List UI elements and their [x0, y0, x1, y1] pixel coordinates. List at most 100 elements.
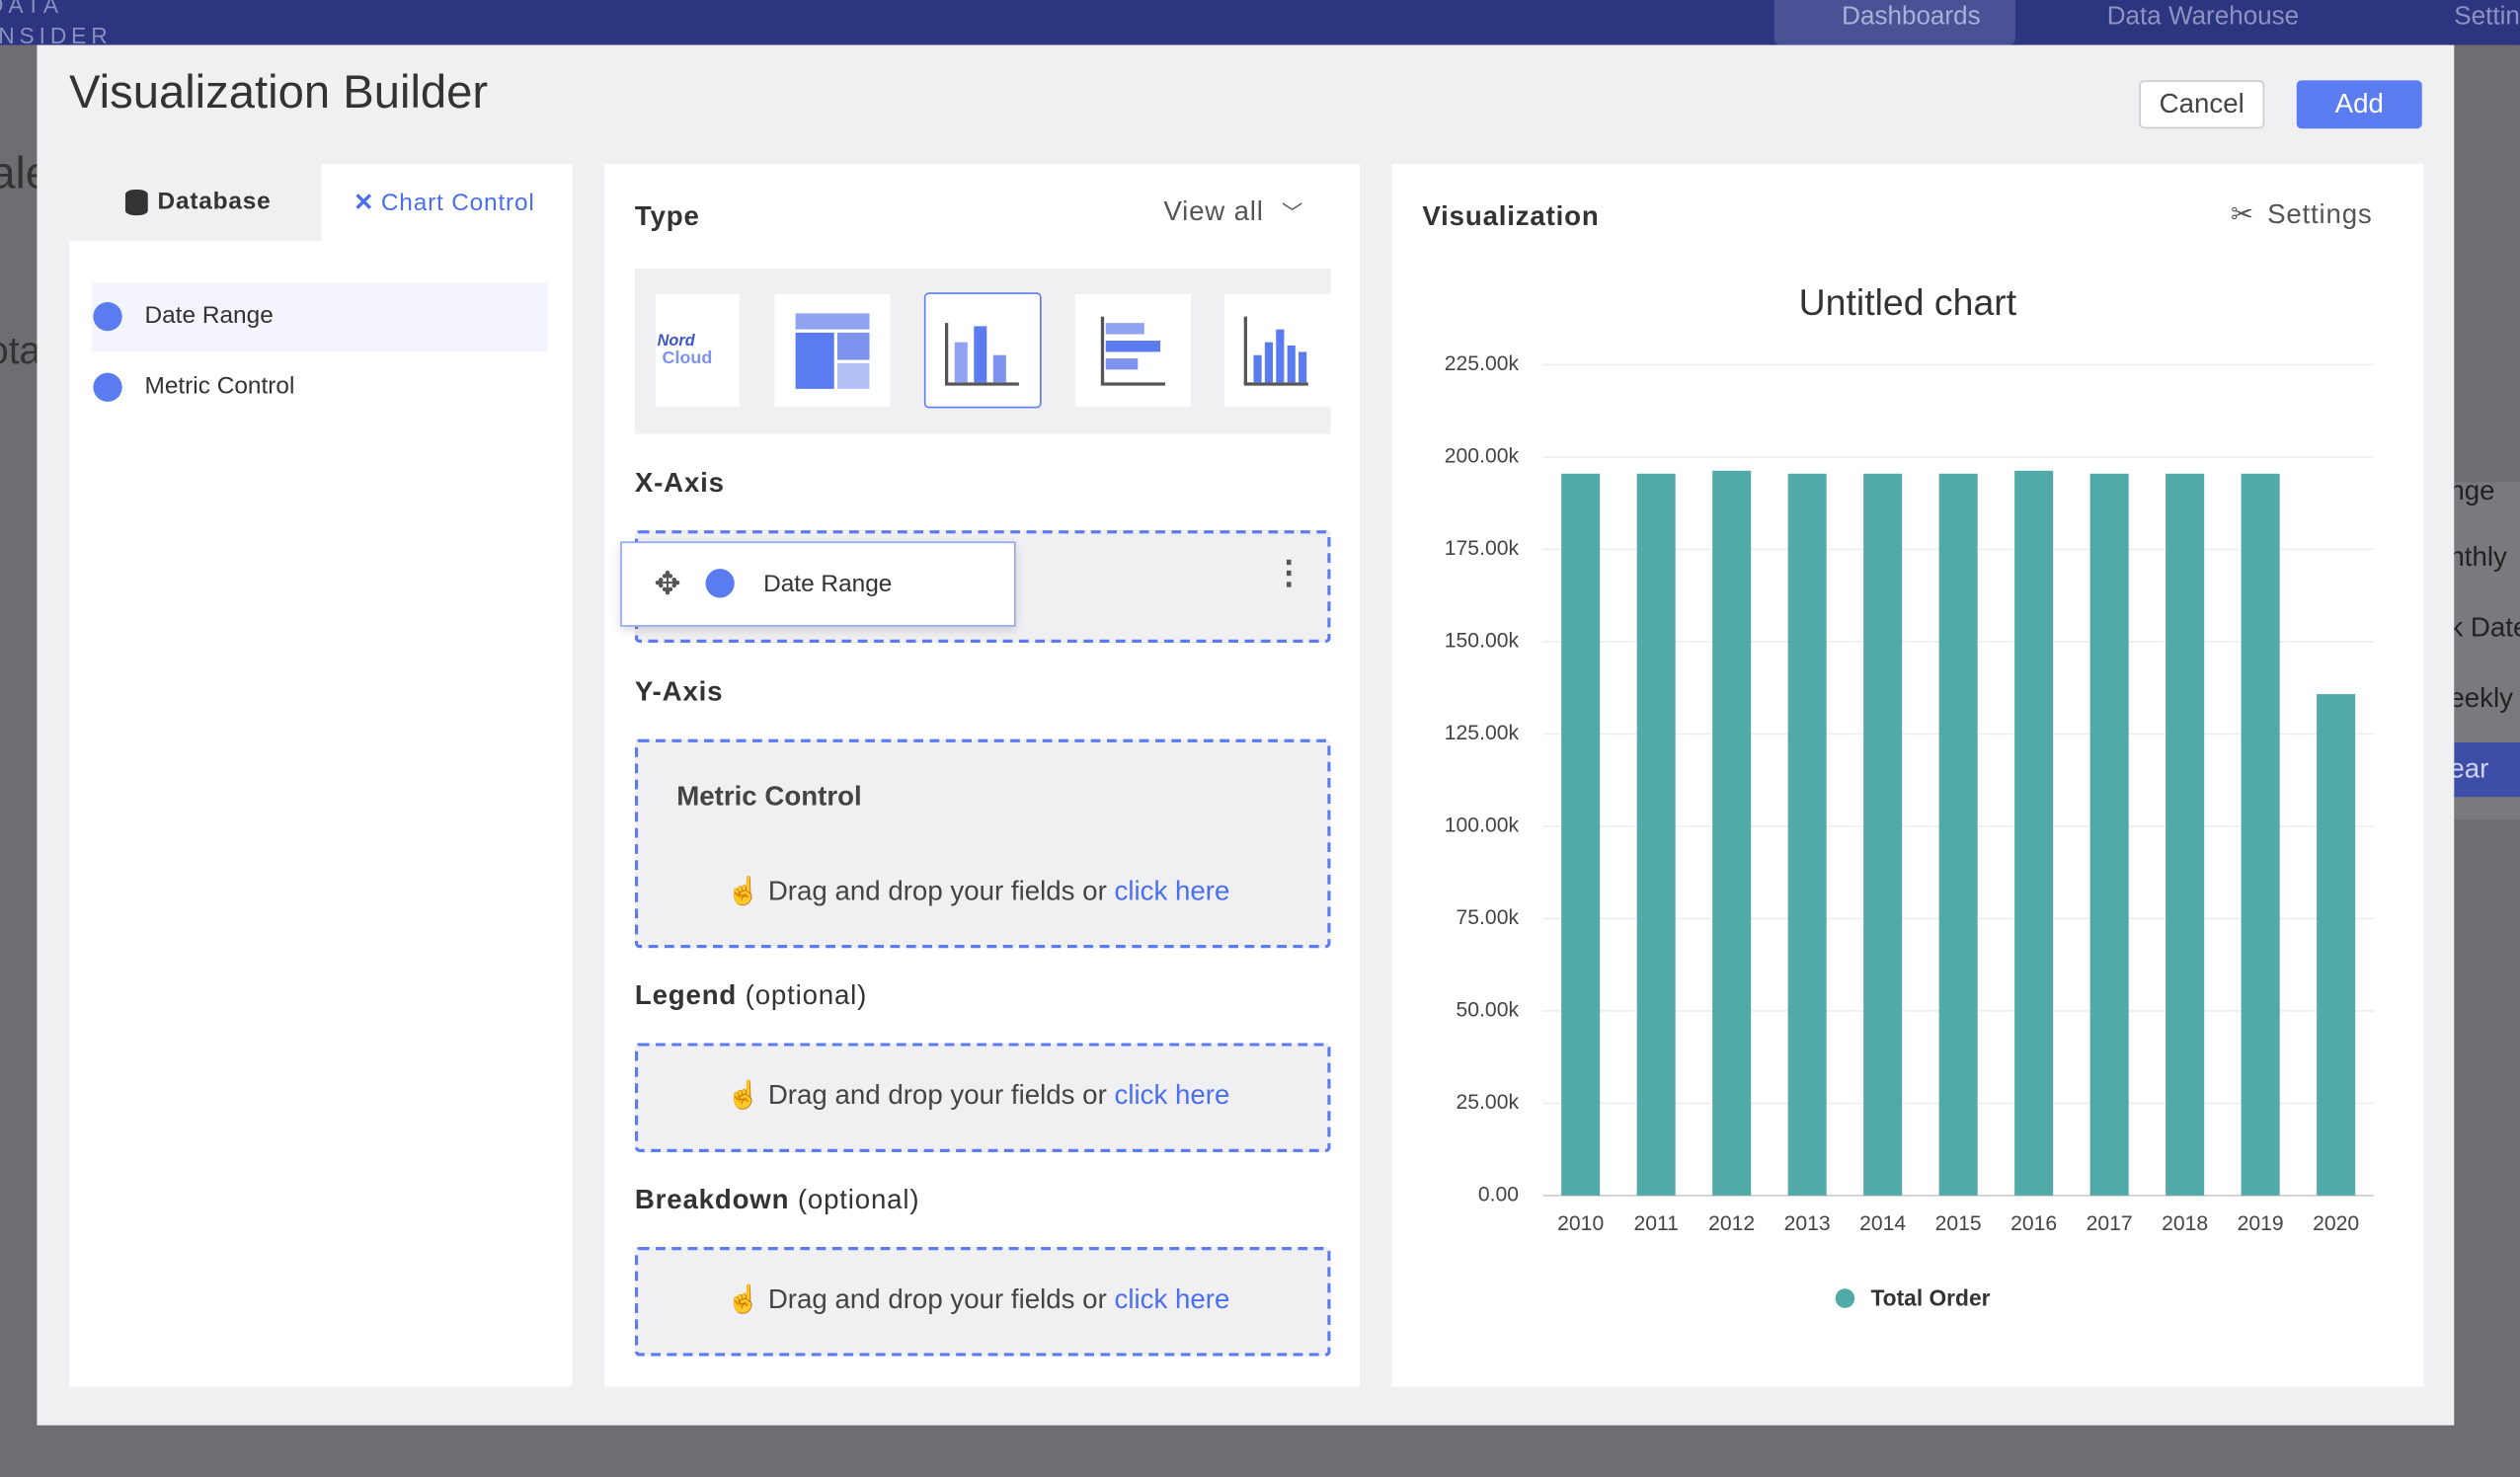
view-all-label: View all [1163, 195, 1264, 227]
bar [1561, 473, 1601, 1196]
control-row[interactable] [91, 282, 548, 352]
x-tick-label: 2018 [2162, 1212, 2208, 1235]
bar [2317, 694, 2356, 1196]
hint-text: Drag and drop your fields or [767, 876, 1107, 906]
nav-item[interactable]: Dashboards [1842, 3, 1981, 31]
x-tick-label: 2011 [1633, 1212, 1678, 1235]
legend-label: Total Order [1870, 1285, 1990, 1311]
y-tick-label: 200.00k [1445, 445, 1520, 468]
bg-text: ota [0, 329, 41, 373]
x-tick-label: 2013 [1784, 1212, 1831, 1235]
control-item[interactable]: Date Range [93, 301, 274, 332]
section-label: Legend (optional) [635, 980, 867, 1013]
tab-bg [68, 164, 322, 242]
control-item[interactable]: Metric Control [93, 373, 294, 402]
bar [1712, 470, 1752, 1196]
type-thumb[interactable] [774, 293, 891, 407]
nav-active [1773, 0, 2015, 45]
bar [1787, 473, 1827, 1196]
type-strip: Nord Cloud [634, 268, 1331, 434]
bar [2089, 473, 2129, 1196]
section-label: Visualization [1422, 200, 1600, 232]
drop-hint: ☝ Drag and drop your fields or click her… [726, 1079, 1230, 1111]
move-icon: ✥ [654, 567, 681, 603]
label-note: (optional) [745, 979, 868, 1011]
thumb-word: Cloud [662, 349, 713, 368]
view-all[interactable]: View all ﹀ [1163, 195, 1303, 227]
tab-label: Database [157, 188, 272, 216]
drop-hint: ☝ Drag and drop your fields or click her… [726, 876, 1230, 906]
x-tick-label: 2020 [2313, 1212, 2359, 1235]
hint-text: Drag and drop your fields or [767, 1283, 1107, 1315]
hint-link[interactable]: click here [1114, 876, 1230, 906]
legend-drop-zone[interactable] [634, 1043, 1331, 1152]
y-tick-label: 75.00k [1457, 906, 1520, 929]
brand: DATA INSIDER [0, 0, 113, 51]
bar [2241, 473, 2280, 1196]
field-label: Metric Control [676, 780, 862, 812]
bar [1938, 473, 1978, 1196]
label-note: (optional) [797, 1184, 920, 1215]
nav-item[interactable]: Settings [2454, 3, 2520, 31]
thumb-word: Nord [657, 332, 695, 350]
control-icon [705, 569, 735, 598]
bar [2014, 470, 2054, 1196]
tab[interactable]: Database [124, 188, 272, 216]
control-icon [93, 372, 122, 402]
bar [1636, 473, 1676, 1196]
section-label: Breakdown (optional) [635, 1185, 919, 1217]
y-tick-label: 225.00k [1445, 352, 1520, 375]
bg-text: nge [2449, 475, 2495, 506]
bg-text: nthly [2449, 541, 2507, 573]
x-tick-label: 2016 [2010, 1212, 2057, 1235]
y-tick-label: 50.00k [1457, 999, 1520, 1022]
legend-swatch [1835, 1288, 1855, 1308]
cancel-button[interactable]: Cancel [2139, 80, 2265, 129]
drop-hint: ☝ Drag and drop your fields or click her… [726, 1283, 1230, 1315]
bg-button [2454, 741, 2520, 798]
x-tick-label: 2010 [1557, 1212, 1604, 1235]
tool-icon: ✕ [354, 190, 375, 217]
drag-ghost[interactable]: ✥ Date Range [620, 541, 1016, 627]
y-drop-zone[interactable] [634, 738, 1331, 949]
section-label: Type [634, 200, 700, 232]
bar [1863, 473, 1903, 1196]
control-label: Date Range [144, 301, 274, 330]
x-tick-label: 2014 [1859, 1212, 1906, 1235]
bg-text: k Date [2449, 612, 2520, 644]
hint-link[interactable]: click here [1114, 1283, 1230, 1315]
field-label: Date Range [763, 570, 893, 598]
label-main: Legend [634, 979, 738, 1011]
brand-line: INSIDER [0, 22, 113, 48]
y-tick-label: 0.00 [1478, 1183, 1519, 1205]
control-label: Metric Control [144, 372, 295, 401]
bg-text: eekly [2449, 682, 2513, 714]
breakdown-drop-zone[interactable] [634, 1246, 1331, 1357]
brand-line: DATA [0, 0, 63, 18]
y-tick-label: 25.00k [1457, 1091, 1520, 1114]
label-main: Breakdown [634, 1184, 790, 1215]
top-nav [0, 0, 2520, 45]
add-button[interactable]: Add [2296, 80, 2422, 129]
x-tick-label: 2019 [2238, 1212, 2284, 1235]
type-thumb[interactable] [1074, 293, 1192, 407]
type-thumb[interactable] [1224, 293, 1331, 407]
y-tick-label: 175.00k [1445, 537, 1520, 560]
chart-title: Untitled chart [1799, 281, 2017, 323]
nav-item[interactable]: Data Warehouse [2106, 3, 2300, 31]
x-tick-label: 2015 [1935, 1212, 1982, 1235]
y-tick-label: 150.00k [1445, 630, 1520, 653]
control-icon [93, 302, 122, 332]
hint-link[interactable]: click here [1114, 1079, 1230, 1111]
modal-title: Visualization Builder [68, 67, 489, 119]
settings-button[interactable]: ✂ Settings [2231, 198, 2373, 230]
db-icon [124, 190, 148, 216]
tab[interactable]: ✕ Chart Control [354, 188, 535, 217]
type-thumb[interactable]: Nord Cloud [656, 293, 740, 407]
x-tick-label: 2017 [2087, 1212, 2133, 1235]
bar [2166, 473, 2205, 1196]
left-panel [68, 164, 573, 1387]
type-thumb-selected[interactable] [923, 292, 1042, 409]
